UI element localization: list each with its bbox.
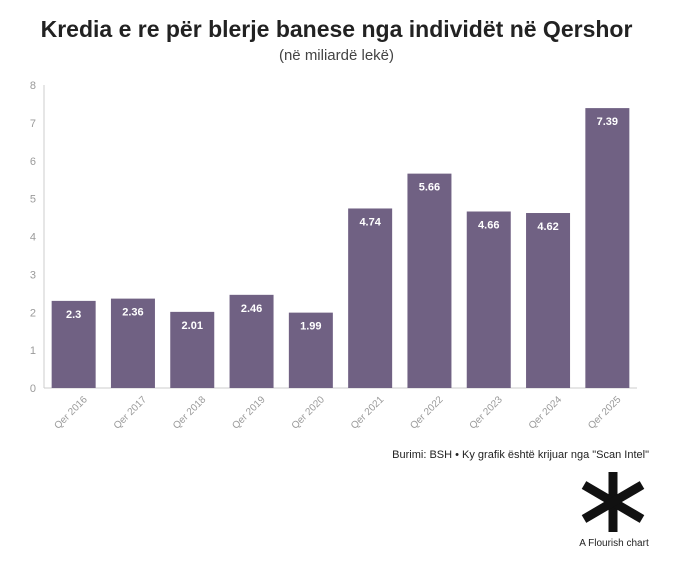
y-tick-label: 2 bbox=[30, 307, 36, 319]
chart-title: Kredia e re për blerje banese nga indivi… bbox=[40, 16, 633, 42]
bar-value-label: 7.39 bbox=[597, 116, 618, 128]
x-tick-label: Qer 2018 bbox=[171, 394, 209, 432]
x-tick-label: Qer 2019 bbox=[230, 394, 268, 432]
bar bbox=[110, 298, 155, 388]
bar-value-label: 1.99 bbox=[300, 321, 321, 333]
asterisk-logo-icon[interactable] bbox=[576, 470, 650, 534]
bar bbox=[526, 213, 571, 388]
y-tick-label: 5 bbox=[30, 194, 36, 206]
x-tick-label: Qer 2023 bbox=[468, 394, 506, 432]
bar bbox=[585, 108, 630, 388]
x-tick-label: Qer 2016 bbox=[53, 394, 91, 432]
x-tick-label: Qer 2025 bbox=[586, 394, 624, 432]
bar bbox=[288, 312, 333, 388]
bar-value-label: 4.74 bbox=[359, 216, 381, 228]
x-tick-label: Qer 2024 bbox=[527, 394, 565, 432]
bar bbox=[51, 300, 96, 388]
bar-value-label: 2.46 bbox=[241, 303, 262, 315]
x-tick-label: Qer 2020 bbox=[290, 394, 328, 432]
y-tick-label: 3 bbox=[30, 269, 36, 281]
bar-value-label: 5.66 bbox=[419, 182, 440, 194]
bar bbox=[229, 294, 274, 388]
y-tick-label: 8 bbox=[30, 80, 36, 92]
y-tick-label: 6 bbox=[30, 156, 36, 168]
bar-value-label: 2.01 bbox=[182, 320, 203, 332]
flourish-credit[interactable]: A Flourish chart bbox=[579, 538, 649, 549]
x-tick-label: Qer 2021 bbox=[349, 394, 387, 432]
bar bbox=[466, 211, 511, 388]
bar bbox=[170, 311, 215, 388]
y-tick-label: 1 bbox=[30, 345, 36, 357]
bar-value-label: 2.36 bbox=[122, 307, 143, 319]
source-note: Burimi: BSH • Ky grafik është krijuar ng… bbox=[392, 449, 649, 461]
x-tick-label: Qer 2017 bbox=[112, 394, 150, 432]
bar bbox=[348, 208, 393, 388]
y-tick-label: 4 bbox=[30, 232, 36, 244]
y-tick-label: 7 bbox=[30, 118, 36, 130]
bar bbox=[407, 173, 452, 388]
bar-value-label: 4.66 bbox=[478, 220, 499, 232]
bar-value-label: 4.62 bbox=[537, 221, 558, 233]
bar-value-label: 2.3 bbox=[66, 309, 81, 321]
y-tick-label: 0 bbox=[30, 383, 36, 395]
x-tick-label: Qer 2022 bbox=[408, 394, 446, 432]
chart-subtitle: (në miliardë lekë) bbox=[278, 47, 395, 64]
